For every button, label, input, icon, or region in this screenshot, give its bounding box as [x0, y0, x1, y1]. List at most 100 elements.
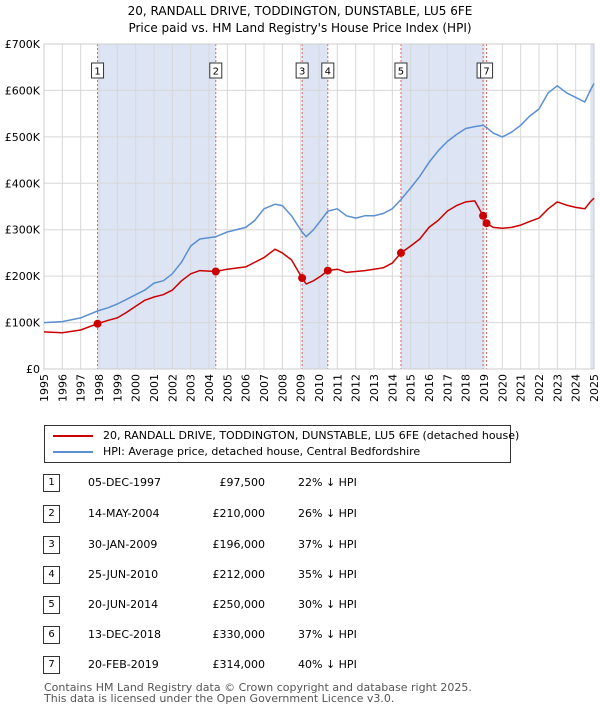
sale-number: 7	[43, 656, 60, 674]
sale-point	[396, 248, 405, 257]
sale-number: 6	[43, 626, 60, 644]
shaded-span	[302, 44, 328, 369]
plot-frame	[43, 43, 595, 370]
sale-label-box	[91, 62, 105, 79]
x-tick-label: 2004	[203, 374, 216, 402]
x-tick-label: 2009	[295, 374, 308, 402]
x-tick-label: 2005	[221, 374, 234, 402]
x-tick-label: 2012	[350, 374, 363, 402]
shaded-span	[400, 44, 484, 369]
x-tick-label: 1997	[75, 374, 88, 402]
sale-price: £97,500	[219, 476, 266, 489]
sale-price: £196,000	[212, 538, 266, 551]
legend: 20, RANDALL DRIVE, TODDINGTON, DUNSTABLE…	[44, 425, 519, 463]
x-tick-label: 2016	[423, 374, 436, 402]
y-tick-label: £0	[26, 363, 40, 376]
sale-price: £314,000	[212, 658, 266, 671]
x-tick-label: 2020	[496, 374, 509, 402]
y-tick-label: £200K	[5, 270, 41, 283]
table-row: 5 20-JUN-2014 £250,000 30% ↓ HPI	[0, 596, 600, 616]
sale-hpi: 26% ↓ HPI	[298, 507, 357, 520]
x-tick-label: 2022	[533, 374, 546, 402]
sale-label-box	[209, 62, 223, 79]
sale-point	[211, 267, 220, 276]
sale-date: 14-MAY-2004	[88, 507, 160, 520]
sale-date: 20-FEB-2019	[88, 658, 159, 671]
sale-number: 2	[43, 505, 60, 523]
sale-label: 2	[213, 67, 219, 78]
sale-date: 13-DEC-2018	[88, 628, 162, 641]
sale-label-box	[295, 62, 309, 79]
x-tick-label: 2018	[460, 374, 473, 402]
table-row: 3 30-JAN-2009 £196,000 37% ↓ HPI	[0, 536, 600, 556]
footer-licence: This data is licensed under the Open Gov…	[44, 692, 395, 705]
sale-price: £212,000	[212, 568, 266, 581]
x-tick-label: 2007	[258, 374, 271, 402]
x-tick-label: 2000	[130, 374, 143, 402]
sale-price: £330,000	[212, 628, 266, 641]
chart-subtitle: Price paid vs. HM Land Registry's House …	[128, 21, 472, 35]
price-series-line	[43, 197, 595, 334]
table-row: 7 20-FEB-2019 £314,000 40% ↓ HPI	[0, 656, 600, 676]
sale-number: 3	[43, 536, 60, 554]
sale-number: 1	[43, 474, 60, 492]
sale-hpi: 40% ↓ HPI	[298, 658, 357, 671]
table-row: 4 25-JUN-2010 £212,000 35% ↓ HPI	[0, 566, 600, 586]
legend-label-price: 20, RANDALL DRIVE, TODDINGTON, DUNSTABLE…	[103, 429, 520, 442]
sale-point	[482, 219, 491, 228]
x-tick-label: 2013	[368, 374, 381, 402]
y-tick-label: £100K	[5, 317, 41, 330]
sale-date: 20-JUN-2014	[88, 598, 159, 611]
sale-date: 25-JUN-2010	[88, 568, 159, 581]
footer: Contains HM Land Registry data © Crown c…	[44, 682, 472, 704]
x-tick-label: 2024	[570, 374, 583, 402]
sale-point	[323, 266, 332, 275]
sale-label-box	[480, 62, 494, 79]
sale-label-box	[321, 62, 335, 79]
sale-price: £210,000	[212, 507, 266, 520]
chart-title: 20, RANDALL DRIVE, TODDINGTON, DUNSTABLE…	[127, 4, 473, 18]
sale-label-box	[394, 62, 408, 79]
sale-label: 7	[483, 67, 489, 78]
y-tick-label: £500K	[5, 131, 41, 144]
sale-hpi: 37% ↓ HPI	[298, 538, 357, 551]
legend-swatch-price	[53, 435, 93, 437]
y-tick-label: £600K	[5, 84, 41, 97]
sale-label: 3	[299, 67, 305, 78]
y-tick-label: £700K	[5, 38, 41, 51]
sale-date: 05-DEC-1997	[88, 476, 162, 489]
x-tick-label: 2019	[478, 374, 491, 402]
x-tick-label: 2010	[313, 374, 326, 402]
legend-label-hpi: HPI: Average price, detached house, Cent…	[103, 445, 421, 458]
shaded-span	[97, 44, 216, 369]
x-tick-label: 1996	[56, 374, 69, 402]
table-row: 1 05-DEC-1997 £97,500 22% ↓ HPI	[0, 474, 600, 494]
x-tick-label: 2025	[588, 374, 600, 402]
y-tick-label: £300K	[5, 224, 41, 237]
sale-date: 30-JAN-2009	[88, 538, 158, 551]
x-tick-label: 2001	[148, 374, 161, 402]
x-tick-label: 2017	[441, 374, 454, 402]
sale-hpi: 37% ↓ HPI	[298, 628, 357, 641]
y-tick-label: £400K	[5, 177, 41, 190]
price-chart: 1 2 3 4 5 7 £0 £100K £200K £300K £400K £500K £600K £7…	[5, 38, 600, 402]
x-tick-label: 2015	[405, 374, 418, 402]
table-row: 6 13-DEC-2018 £330,000 37% ↓ HPI	[0, 626, 600, 646]
sale-point	[298, 274, 307, 282]
footer-copyright: Contains HM Land Registry data © Crown c…	[44, 681, 472, 694]
sale-number: 4	[43, 566, 60, 584]
hpi-series-line	[43, 83, 595, 324]
x-tick-label: 2011	[331, 374, 344, 402]
sale-point	[93, 319, 102, 328]
sale-hpi: 30% ↓ HPI	[298, 598, 357, 611]
legend-swatch-hpi	[53, 451, 93, 453]
x-tick-label: 1999	[111, 374, 124, 402]
x-tick-label: 2014	[386, 374, 399, 402]
x-tick-label: 2002	[166, 374, 179, 402]
x-tick-label: 1995	[38, 374, 51, 402]
x-tick-label: 2003	[185, 374, 198, 402]
sale-label: 1	[94, 67, 100, 78]
sale-number: 5	[43, 596, 60, 614]
sale-label: 5	[398, 67, 404, 78]
x-tick-label: 2006	[240, 374, 253, 402]
